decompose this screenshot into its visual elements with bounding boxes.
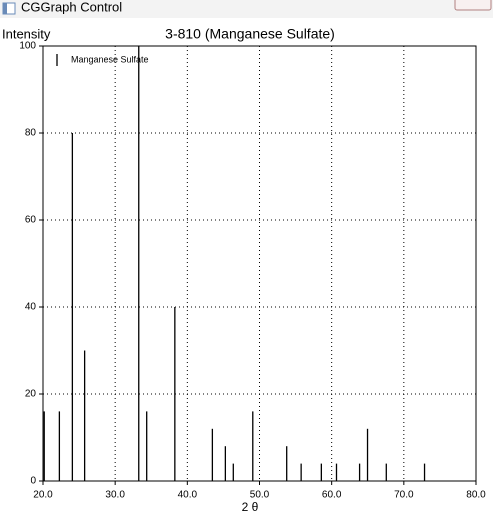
y-tick-label: 20 — [25, 389, 37, 400]
y-tick-label: 100 — [19, 41, 36, 52]
close-button[interactable] — [454, 0, 492, 11]
window-icon-part — [3, 3, 7, 14]
y-tick-label: 0 — [30, 476, 36, 487]
y-axis-label: Intensity — [2, 26, 51, 41]
window-title: CGGraph Control — [21, 0, 122, 14]
x-tick-label: 60.0 — [322, 490, 342, 501]
y-tick-label: 80 — [25, 128, 37, 139]
x-tick-label: 40.0 — [178, 490, 198, 501]
legend-label: Manganese Sulfate — [71, 54, 149, 64]
plot-area — [42, 45, 477, 482]
chart-title: 3-810 (Manganese Sulfate) — [165, 26, 335, 42]
y-tick-label: 40 — [25, 302, 37, 313]
title-bar — [0, 0, 493, 18]
y-tick-label: 60 — [25, 215, 37, 226]
x-tick-label: 20.0 — [33, 490, 53, 501]
x-tick-label: 70.0 — [394, 490, 414, 501]
x-tick-label: 80.0 — [466, 490, 486, 501]
x-tick-label: 50.0 — [250, 490, 270, 501]
x-tick-label: 30.0 — [105, 490, 125, 501]
x-axis-label: 2 θ — [242, 500, 259, 514]
